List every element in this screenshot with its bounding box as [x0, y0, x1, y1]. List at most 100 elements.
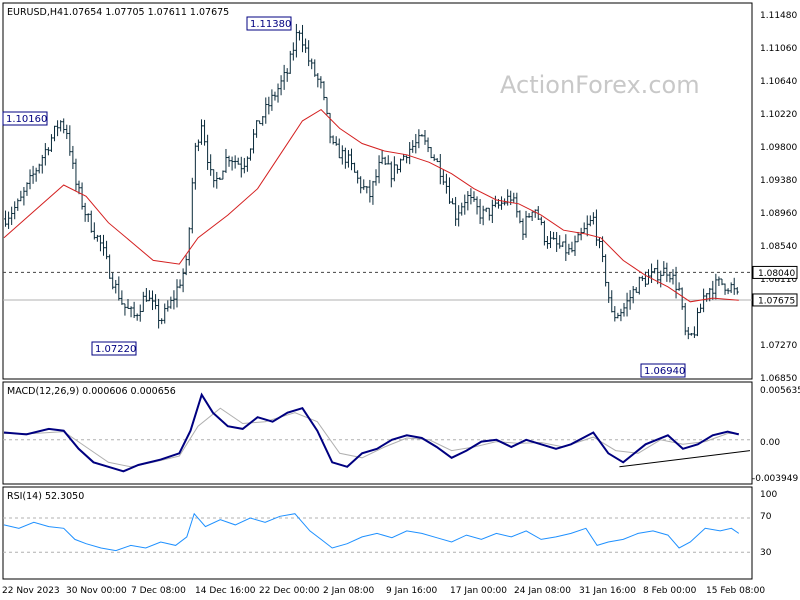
price-bar [294, 23, 298, 58]
ohlc-values: 1.07654 1.07705 1.07611 1.07675 [63, 7, 229, 18]
price-bar [444, 173, 448, 194]
price-tick-7: 1.08960 [760, 209, 797, 219]
price-bar [414, 133, 418, 154]
price-bar [43, 143, 47, 166]
price-bar [625, 292, 629, 317]
price-bar [521, 218, 525, 240]
price-bar [377, 155, 381, 184]
price-bar [221, 170, 225, 180]
price-bar [392, 156, 396, 182]
x-tick-8: 17 Jan 00:00 [450, 586, 507, 596]
price-bar [31, 165, 35, 184]
price-bar [74, 158, 78, 191]
price-bar [542, 220, 546, 246]
price-bar [310, 58, 314, 70]
price-bar [199, 119, 203, 145]
price-bar [212, 169, 216, 188]
price-bar [601, 236, 605, 263]
price-bar [337, 138, 341, 159]
price-bar [227, 155, 231, 167]
price-bar [383, 156, 387, 165]
price-bar [585, 215, 589, 237]
price-bar [325, 96, 329, 115]
price-bar [616, 312, 620, 319]
price-bar [515, 192, 519, 218]
price-bar [640, 275, 644, 282]
price-bar [435, 158, 439, 163]
price-bar [423, 129, 427, 145]
price-tick-3: 1.10640 [760, 77, 797, 87]
price-bar [683, 302, 687, 336]
price-bar [735, 287, 739, 295]
price-bar [288, 50, 292, 74]
price-bar [322, 81, 326, 101]
price-bar [114, 279, 118, 294]
price-bar [53, 125, 57, 142]
price-bar [19, 190, 23, 202]
x-tick-2: 30 Nov 00:00 [66, 586, 127, 596]
price-bar [441, 169, 445, 185]
price-bar [353, 162, 357, 173]
price-tick-2: 1.11060 [760, 44, 797, 54]
price-bar [680, 287, 684, 310]
price-bar [530, 211, 534, 221]
price-bar [650, 263, 654, 284]
price-bar [77, 180, 81, 195]
price-bar [564, 234, 568, 261]
callout-low-left: 1.07220 [91, 341, 137, 356]
price-bar [386, 155, 390, 165]
price-bar [720, 278, 724, 286]
price-bar [166, 300, 170, 312]
price-bar [242, 157, 246, 174]
price-bar [22, 187, 26, 206]
price-tick-9: 1.08110 [760, 275, 797, 285]
price-bar [236, 157, 240, 165]
price-bar [732, 277, 736, 295]
price-bar [316, 73, 320, 88]
price-bar [346, 150, 350, 168]
price-bar [120, 290, 124, 305]
price-bar [169, 296, 173, 309]
price-bar [558, 235, 562, 249]
price-bar [463, 194, 467, 215]
price-bar [62, 118, 66, 134]
x-tick-5: 22 Dec 00:00 [259, 586, 320, 596]
price-bar [279, 75, 283, 96]
price-bar [555, 231, 559, 252]
price-bar [466, 191, 470, 211]
price-bar [582, 222, 586, 234]
current-price-tag-box [752, 293, 798, 307]
price-bar [389, 161, 393, 188]
price-bar [634, 287, 638, 293]
price-bar [313, 59, 317, 77]
price-bar [184, 255, 188, 276]
macd-panel [2, 381, 753, 485]
price-bar [705, 293, 709, 302]
price-bar [285, 68, 289, 82]
price-tick-6: 1.09380 [760, 176, 797, 186]
price-bar [154, 294, 158, 310]
price-bar [365, 186, 369, 194]
price-bar [258, 120, 262, 125]
price-bar [215, 171, 219, 189]
price-tick-5: 1.09800 [760, 143, 797, 153]
price-bar [659, 270, 663, 288]
price-bar [224, 148, 228, 173]
price-bar [395, 164, 399, 174]
price-bar [527, 213, 531, 218]
price-bar [613, 306, 617, 322]
price-bar [469, 188, 473, 205]
price-bar [141, 291, 145, 312]
price-bar [726, 288, 730, 295]
rsi-label: RSI(14) 52.3050 [7, 491, 84, 502]
callout-low-right: 1.06940 [640, 363, 686, 378]
price-bar [429, 146, 433, 159]
price-bar [102, 234, 106, 256]
resistance-tag-box [752, 265, 798, 279]
price-bar [619, 308, 623, 322]
price-bar [588, 215, 592, 227]
price-bar [598, 237, 602, 249]
price-bar [665, 262, 669, 282]
price-bar [181, 268, 185, 293]
price-bar [662, 261, 666, 276]
